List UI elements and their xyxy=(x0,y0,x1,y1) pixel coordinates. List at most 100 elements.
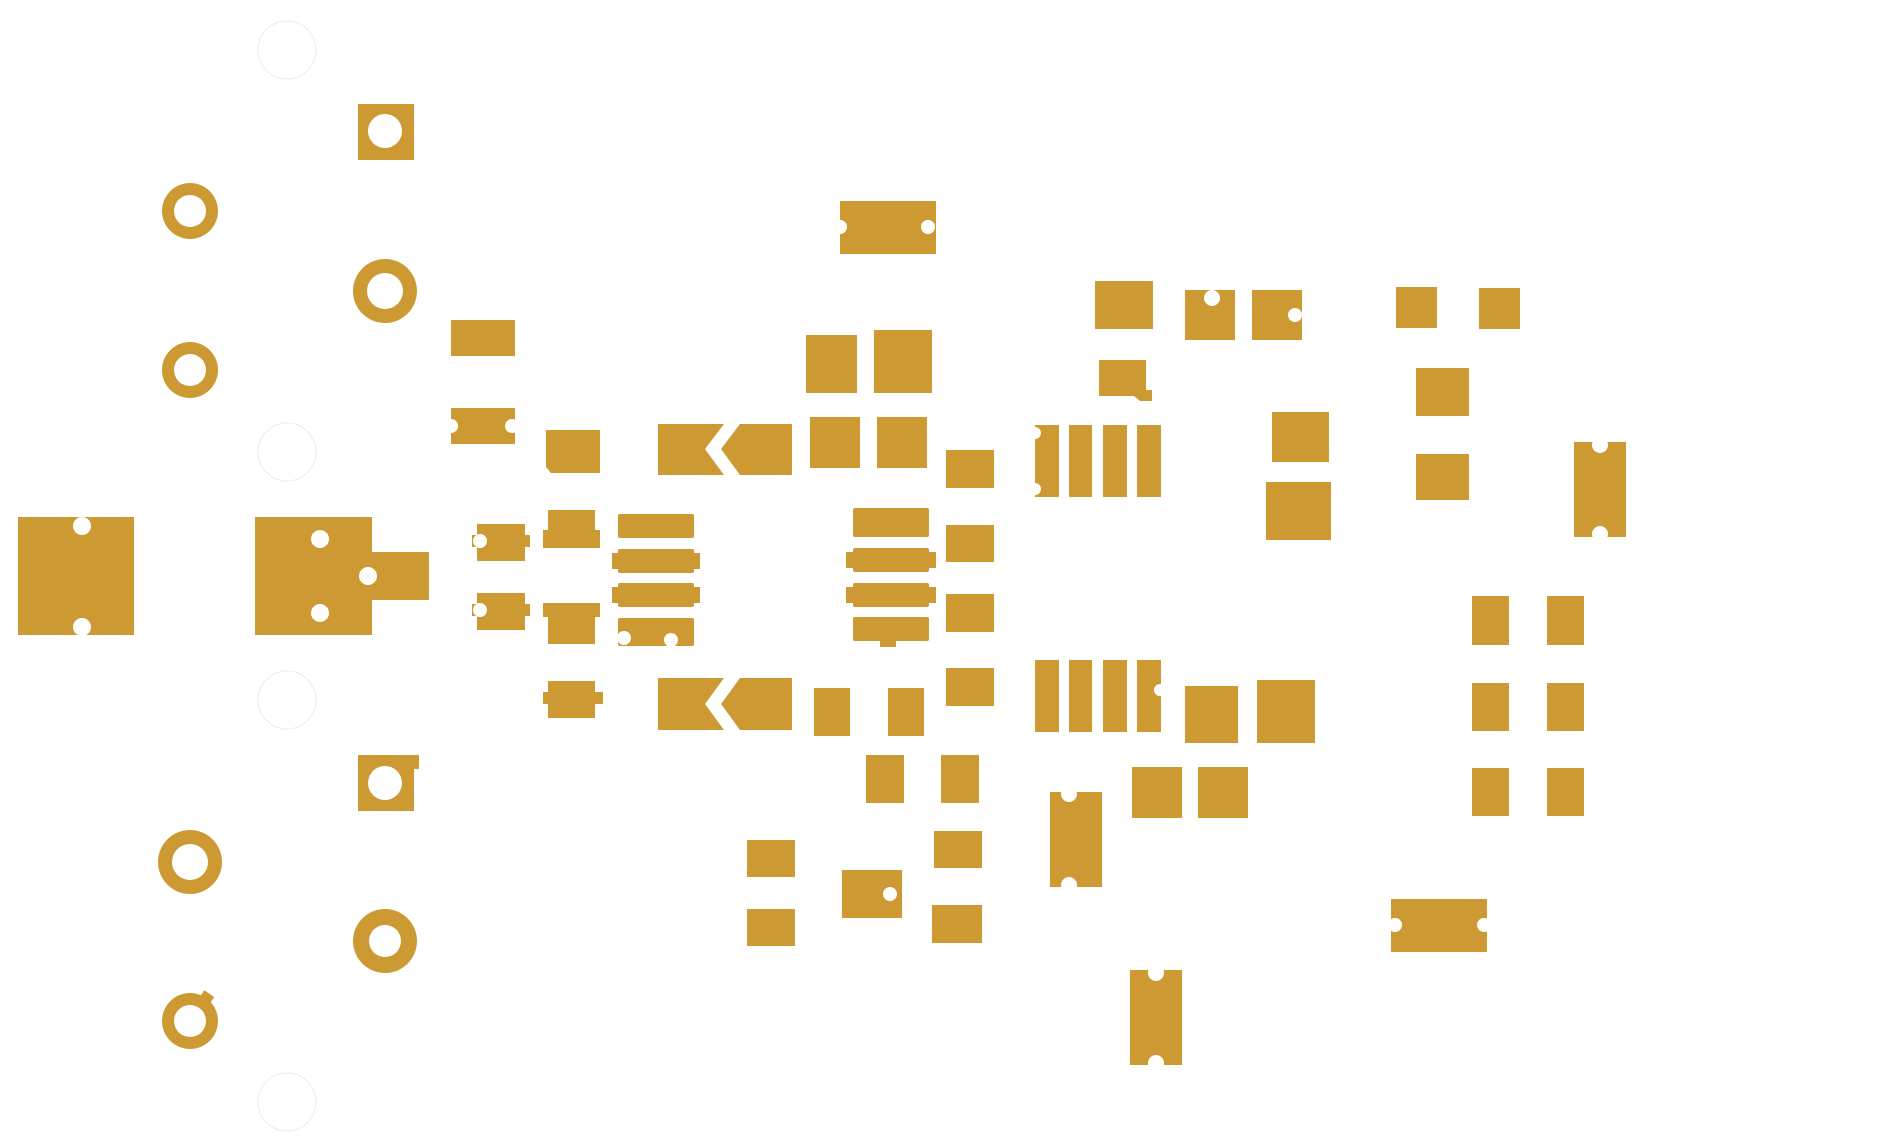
smd-pad xyxy=(543,692,603,704)
ic-pin-pad xyxy=(853,508,929,537)
smd-pad xyxy=(747,909,795,946)
ic-pin-pad xyxy=(618,514,694,538)
smd-pad-long xyxy=(1574,442,1626,537)
smd-pad xyxy=(946,450,994,488)
smd-pad xyxy=(1547,768,1584,816)
smd-pad xyxy=(1547,683,1584,731)
smd-pad xyxy=(946,594,994,632)
drill-hole xyxy=(174,195,206,227)
smd-pad xyxy=(1185,686,1238,743)
drill-hole xyxy=(1477,918,1491,932)
drill-holes xyxy=(73,114,1608,1071)
mounting-hole xyxy=(257,670,317,730)
smd-pad xyxy=(1198,767,1248,818)
smd-pad xyxy=(1099,360,1152,401)
smd-pad xyxy=(888,688,924,736)
drill-hole xyxy=(174,1005,206,1037)
drill-hole xyxy=(473,603,487,617)
ic-pin-pad xyxy=(612,587,700,603)
smd-pad xyxy=(472,604,530,616)
drill-hole xyxy=(359,567,377,585)
smd-pad xyxy=(932,905,982,943)
smd-pad xyxy=(451,320,515,356)
mounting-hole xyxy=(257,1072,317,1132)
drill-hole xyxy=(1061,786,1077,802)
smd-pad xyxy=(941,755,979,803)
smd-pad xyxy=(472,535,530,547)
smd-pad xyxy=(1547,596,1584,645)
smd-pad xyxy=(810,417,860,468)
drill-hole xyxy=(1592,437,1608,453)
smd-pad xyxy=(1257,680,1315,743)
smd-pad xyxy=(451,408,515,444)
smd-pad xyxy=(1396,287,1437,328)
smd-pad xyxy=(1266,482,1331,540)
connector-pad-left xyxy=(18,517,134,635)
smd-pad xyxy=(946,525,994,562)
smd-pad xyxy=(866,755,904,803)
drill-hole xyxy=(73,618,91,636)
chevron-pad xyxy=(721,424,792,475)
smd-pad-long xyxy=(1391,899,1487,952)
drill-hole xyxy=(1288,308,1302,322)
drill-hole xyxy=(883,887,897,901)
ic-pin-pad xyxy=(846,552,936,568)
ic-pin-pad xyxy=(612,553,700,569)
drill-hole xyxy=(311,530,329,548)
copper-pads xyxy=(18,104,1626,1065)
pin-strip xyxy=(1035,660,1059,732)
pin-strip xyxy=(1103,425,1127,497)
pin-strip xyxy=(1137,425,1161,497)
pin-strip xyxy=(1069,660,1092,732)
mounting-hole xyxy=(257,422,317,482)
ic-pin-pad xyxy=(846,587,936,603)
drill-hole xyxy=(367,273,403,309)
chevron-pad xyxy=(721,678,792,730)
drill-hole xyxy=(664,633,678,647)
smd-pad xyxy=(543,603,600,617)
drill-hole xyxy=(1029,483,1041,495)
smd-pad xyxy=(546,430,600,473)
drill-hole xyxy=(505,419,519,433)
pin-strip xyxy=(1103,660,1127,732)
mounting-hole xyxy=(257,20,317,80)
smd-pad xyxy=(1472,683,1509,731)
ic-pin-pad xyxy=(853,617,929,641)
drill-hole xyxy=(1061,877,1077,893)
smd-pad xyxy=(946,668,994,706)
drill-hole xyxy=(833,220,847,234)
drill-hole xyxy=(444,419,458,433)
drill-hole xyxy=(1148,1055,1164,1071)
smd-pad xyxy=(1472,768,1509,816)
drill-hole xyxy=(1029,427,1041,439)
smd-pad xyxy=(874,330,932,393)
drill-hole xyxy=(311,604,329,622)
ic-pin-pad xyxy=(880,635,896,647)
smd-pad xyxy=(806,335,857,393)
smd-pad-long xyxy=(1130,970,1182,1065)
smd-pad xyxy=(877,417,927,468)
chevron-pad xyxy=(658,424,724,475)
smd-pad xyxy=(747,840,795,877)
drill-hole xyxy=(1204,290,1220,306)
smd-pad xyxy=(1416,368,1469,416)
drill-hole xyxy=(1388,918,1402,932)
drill-hole xyxy=(1154,684,1166,696)
chevron-pad xyxy=(658,678,724,730)
smd-pad xyxy=(543,530,600,548)
drill-hole xyxy=(368,114,402,148)
drill-hole xyxy=(473,534,487,548)
drill-hole xyxy=(369,925,401,957)
mounting-holes xyxy=(257,20,317,1132)
pin-strip xyxy=(1069,425,1092,497)
smd-pad xyxy=(934,831,982,868)
drill-hole xyxy=(172,844,208,880)
smd-pad xyxy=(1416,454,1469,500)
drill-hole xyxy=(73,517,91,535)
pin-strip xyxy=(1137,660,1161,732)
square-pad-tab xyxy=(400,755,419,769)
smd-pad xyxy=(814,688,850,736)
drill-hole xyxy=(1592,526,1608,542)
ring-pad-tab xyxy=(199,990,215,1004)
